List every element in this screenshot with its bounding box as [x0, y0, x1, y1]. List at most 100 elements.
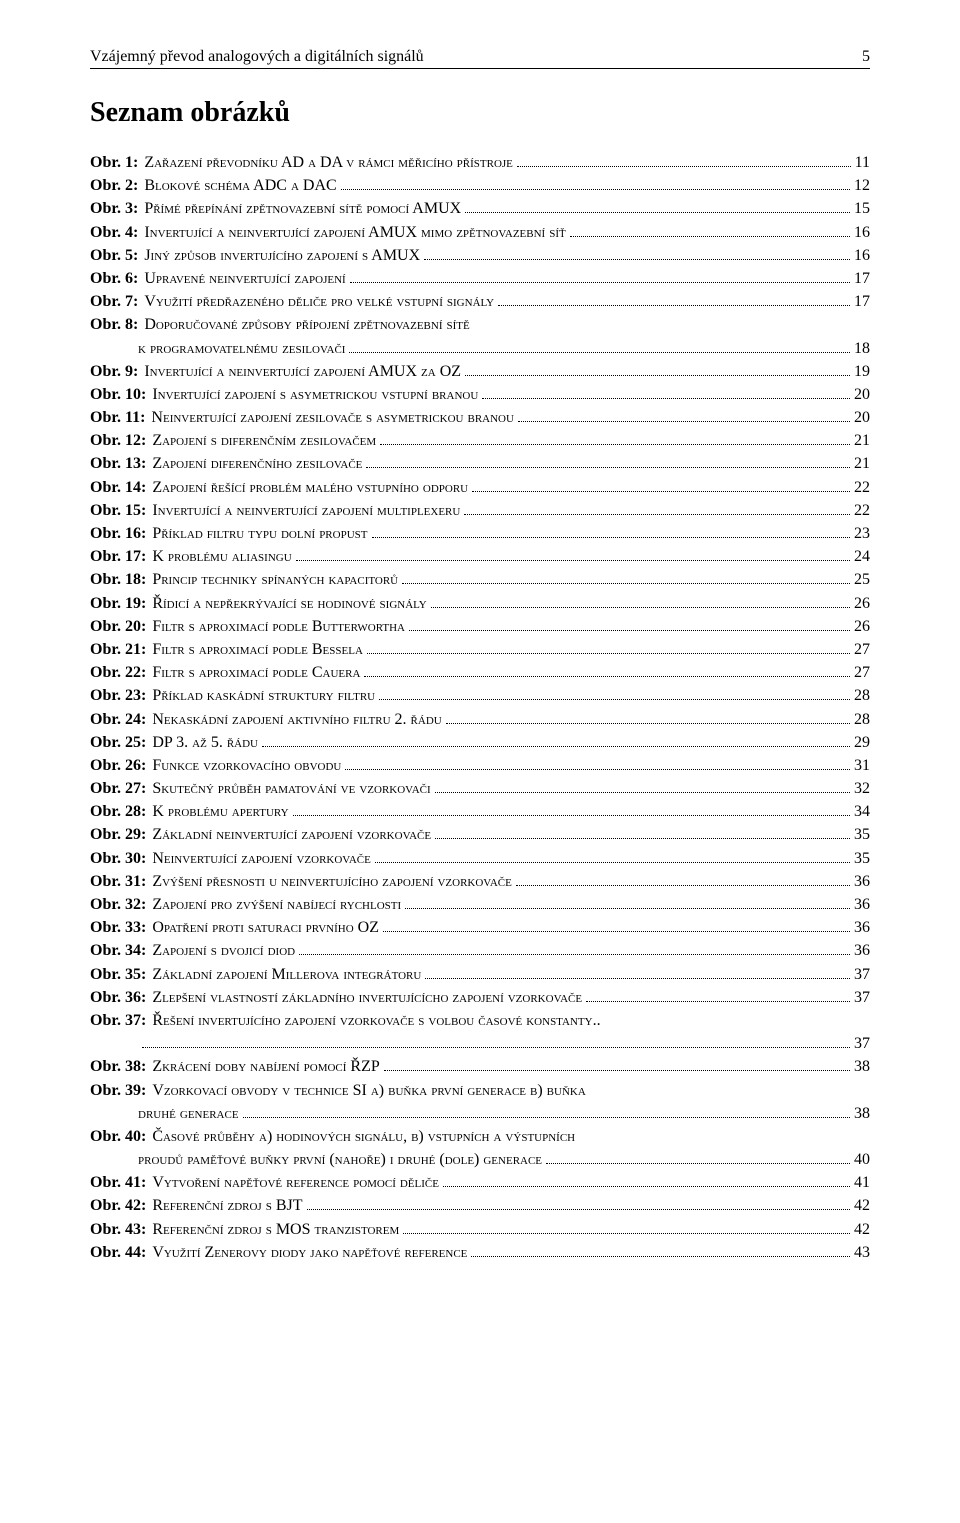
figure-entry-continuation: druhé generace38 — [90, 1102, 870, 1125]
leader-dots — [142, 1034, 850, 1048]
figure-entry-text: Filtr s aproximací podle Cauera — [152, 661, 360, 684]
leader-dots — [341, 176, 850, 190]
figure-entry-key: Obr. 22: — [90, 661, 152, 684]
leader-dots — [465, 200, 850, 214]
figure-entry-key: Obr. 13: — [90, 452, 152, 475]
figure-entry-text: Vzorkovací obvody v technice SI a) buňka… — [152, 1079, 585, 1102]
figure-entry-text: Využití předřazeného děliče pro velké vs… — [144, 290, 494, 313]
figure-entry-page: 36 — [854, 916, 870, 939]
leader-dots — [380, 431, 850, 445]
leader-dots — [586, 988, 850, 1002]
figure-entry-page: 21 — [854, 429, 870, 452]
figure-entry-text: Přímé přepínání zpětnovazební sítě pomoc… — [144, 197, 461, 220]
page: Vzájemný převod analogových a digitálníc… — [0, 0, 960, 1523]
running-head-pageno: 5 — [850, 48, 870, 66]
figure-entry-page: 37 — [854, 963, 870, 986]
figure-entry-key: Obr. 24: — [90, 708, 152, 731]
leader-dots — [443, 1173, 850, 1187]
figure-entry-key: Obr. 1: — [90, 151, 144, 174]
figure-entry-page: 27 — [854, 661, 870, 684]
figure-entry: Obr. 16:Příklad filtru typu dolní propus… — [90, 522, 870, 545]
figure-entry: Obr. 20:Filtr s aproximací podle Butterw… — [90, 615, 870, 638]
figure-entry-key: Obr. 19: — [90, 592, 152, 615]
figure-entry-key: Obr. 8: — [90, 313, 144, 336]
leader-dots — [349, 339, 850, 353]
figure-entry-page: 28 — [854, 708, 870, 731]
figure-entry: Obr. 35:Základní zapojení Millerova inte… — [90, 963, 870, 986]
figure-entry: Obr. 32:Zapojení pro zvýšení nabíjecí ry… — [90, 893, 870, 916]
figure-entry: Obr. 15:Invertující a neinvertující zapo… — [90, 499, 870, 522]
figure-entry-cont-text: k programovatelnému zesilovači — [138, 337, 345, 360]
figure-entry-text: Jiný způsob invertujícího zapojení s AMU… — [144, 244, 420, 267]
figure-entry-text: Vytvoření napěťové reference pomocí děli… — [152, 1171, 439, 1194]
figure-entry: Obr. 4:Invertující a neinvertující zapoj… — [90, 221, 870, 244]
figure-entry-text: Neinvertující zapojení vzorkovače — [152, 847, 371, 870]
figure-entry-text: Zapojení s dvojicí diod — [152, 939, 295, 962]
figure-entry: Obr. 37:Řešení invertujícího zapojení vz… — [90, 1009, 870, 1032]
leader-dots — [570, 223, 850, 237]
figure-entry: Obr. 26:Funkce vzorkovacího obvodu31 — [90, 754, 870, 777]
figure-entry-page: 35 — [854, 823, 870, 846]
figure-entry: Obr. 22:Filtr s aproximací podle Cauera 2… — [90, 661, 870, 684]
figure-entry-page: 34 — [854, 800, 870, 823]
leader-dots — [464, 501, 850, 515]
figure-entry-text: Zapojení diferenčního zesilovače — [152, 452, 362, 475]
figure-entry: Obr. 6:Upravené neinvertující zapojení17 — [90, 267, 870, 290]
figure-entry: Obr. 10:Invertující zapojení s asymetric… — [90, 383, 870, 406]
figure-entry-tail: .. — [593, 1009, 601, 1032]
figure-entry-key: Obr. 14: — [90, 476, 152, 499]
figure-entry-page: 24 — [854, 545, 870, 568]
figure-entry-key: Obr. 16: — [90, 522, 152, 545]
figure-entry: Obr. 2:Blokové schéma ADC a DAC12 — [90, 174, 870, 197]
figure-entry-page: 26 — [854, 592, 870, 615]
figure-entry-text: Skutečný průběh pamatování ve vzorkovači — [152, 777, 430, 800]
figure-entry: Obr. 39:Vzorkovací obvody v technice SI … — [90, 1079, 870, 1102]
figure-entry-text: Řídicí a nepřekrývající se hodinové sign… — [152, 592, 426, 615]
figure-entry-text: Zlepšení vlastností základního invertují… — [152, 986, 582, 1009]
leader-dots — [546, 1150, 850, 1164]
leader-dots — [517, 153, 851, 167]
figure-entry-key: Obr. 38: — [90, 1055, 152, 1078]
leader-dots — [516, 872, 850, 886]
figure-entry-page: 11 — [855, 151, 870, 174]
figure-entry-text: Referenční zdroj s BJT — [152, 1194, 302, 1217]
figure-entry-continuation: proudů paměťové buňky první (nahoře) i d… — [90, 1148, 870, 1171]
figure-entry-key: Obr. 36: — [90, 986, 152, 1009]
figure-entry: Obr. 40:Časové průběhy a) hodinových sig… — [90, 1125, 870, 1148]
leader-dots — [345, 756, 850, 770]
leader-dots — [379, 687, 850, 701]
figure-entry-text: Využití Zenerovy diody jako napěťové ref… — [152, 1241, 467, 1264]
figure-entry-page: 25 — [854, 568, 870, 591]
figure-entry-page: 35 — [854, 847, 870, 870]
leader-dots — [431, 594, 850, 608]
leader-dots — [296, 547, 850, 561]
figure-entry-page: 17 — [854, 290, 870, 313]
figure-entry-page: 28 — [854, 684, 870, 707]
figure-entry-key: Obr. 40: — [90, 1125, 152, 1148]
section-title: Seznam obrázků — [90, 97, 870, 129]
figure-entry-key: Obr. 33: — [90, 916, 152, 939]
leader-dots — [405, 895, 850, 909]
figure-entry-key: Obr. 23: — [90, 684, 152, 707]
leader-dots — [367, 640, 850, 654]
figure-entry: Obr. 18:Princip techniky spínaných kapac… — [90, 568, 870, 591]
leader-dots — [375, 849, 850, 863]
figure-list: Obr. 1:Zařazení převodníku AD a DA v rám… — [90, 151, 870, 1264]
figure-entry-key: Obr. 5: — [90, 244, 144, 267]
figure-entry: Obr. 29:Základní neinvertující zapojení … — [90, 823, 870, 846]
figure-entry-key: Obr. 41: — [90, 1171, 152, 1194]
figure-entry-text: Princip techniky spínaných kapacitorů — [152, 568, 398, 591]
leader-dots — [350, 269, 850, 283]
figure-entry: Obr. 8:Doporučované způsoby přípojení zp… — [90, 313, 870, 336]
figure-entry-key: Obr. 26: — [90, 754, 152, 777]
leader-dots — [243, 1104, 850, 1118]
leader-dots — [518, 408, 850, 422]
figure-entry-key: Obr. 3: — [90, 197, 144, 220]
figure-entry-text: Neinvertující zapojení zesilovače s asym… — [151, 406, 514, 429]
leader-dots — [471, 1243, 850, 1257]
leader-dots — [498, 292, 850, 306]
figure-entry-cont-page: 18 — [854, 337, 870, 360]
figure-entry-text: Upravené neinvertující zapojení — [144, 267, 345, 290]
figure-entry-key: Obr. 32: — [90, 893, 152, 916]
figure-entry-text: Invertující a neinvertující zapojení AMU… — [144, 221, 565, 244]
